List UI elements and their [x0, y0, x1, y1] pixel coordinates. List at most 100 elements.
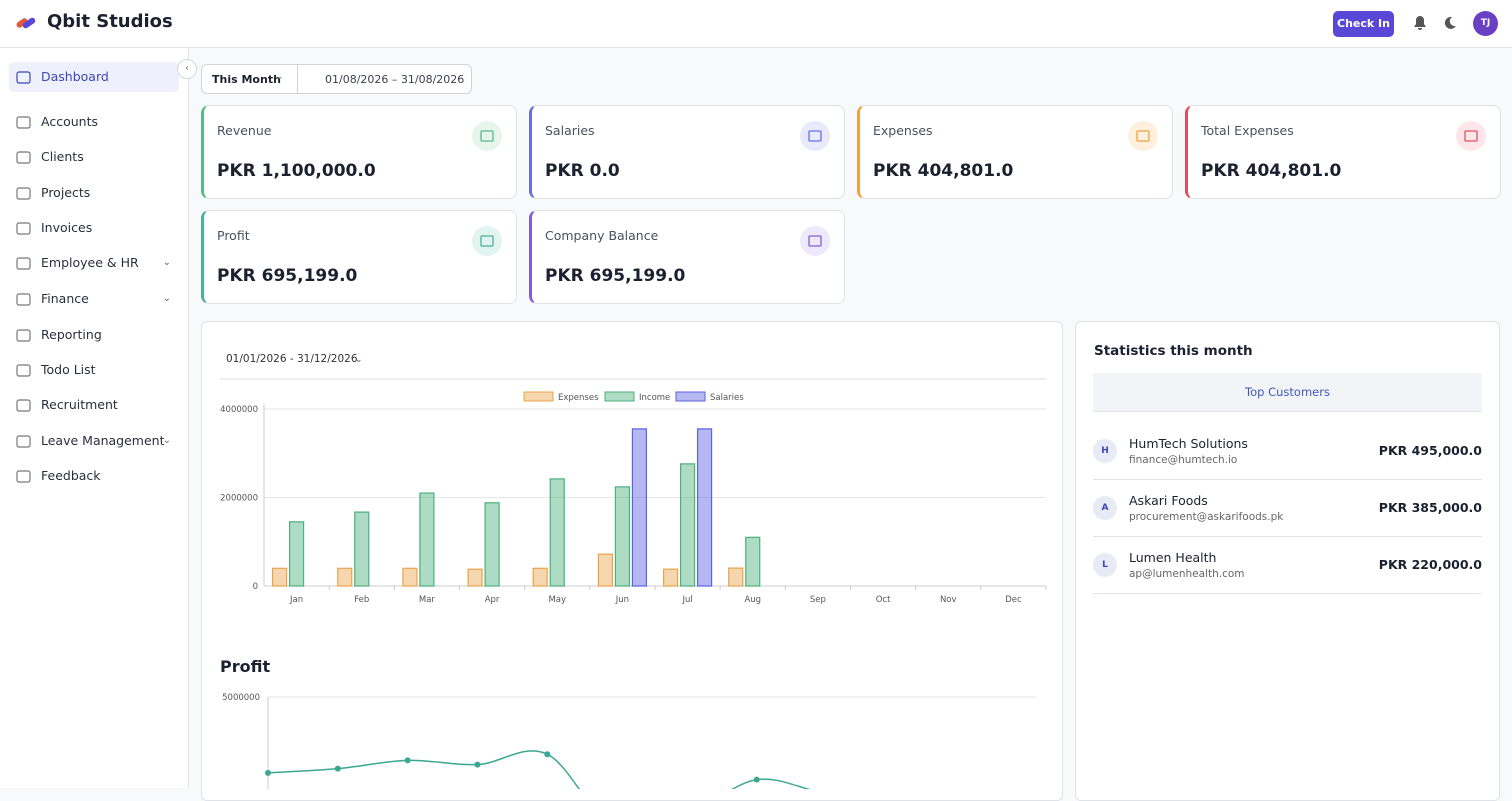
bar	[271, 567, 288, 587]
statistics-title: Statistics this month	[1094, 343, 1253, 359]
legend-swatch	[523, 391, 554, 402]
icon-glyph	[480, 235, 494, 247]
avatar[interactable]: TJ	[1473, 11, 1498, 36]
bar	[549, 478, 565, 587]
customer-email: ap@lumenhealth.com	[1129, 568, 1245, 580]
customer-initial: A	[1093, 496, 1117, 520]
card-value: PKR 695,199.0	[217, 266, 358, 286]
sidebar: Dashboard Accounts Clients Projects Invoices…	[0, 48, 189, 788]
nav-icon	[16, 364, 31, 377]
card-value: PKR 404,801.0	[1201, 161, 1342, 181]
nav-icon	[16, 116, 31, 129]
nav-item[interactable]: Projects	[9, 178, 179, 208]
logo	[16, 17, 36, 29]
card-icon	[800, 121, 830, 151]
stat-card: Total Expenses PKR 404,801.0	[1185, 105, 1501, 199]
x-tick-label: Jun	[615, 595, 629, 605]
stat-card: Revenue PKR 1,100,000.0	[201, 105, 517, 199]
nav-item[interactable]: Dashboard	[9, 62, 179, 92]
icon-glyph	[1464, 130, 1478, 142]
x-tick-label: Mar	[419, 595, 436, 605]
profit-point	[753, 776, 760, 783]
chevron: ⌄	[162, 293, 171, 304]
theme-toggle[interactable]	[1443, 16, 1457, 30]
bar	[631, 428, 648, 587]
period-select[interactable]: This Month	[212, 73, 281, 86]
nav-label: Reporting	[41, 327, 102, 342]
nav-label: Clients	[41, 149, 84, 164]
nav-item[interactable]: Reporting	[9, 320, 179, 350]
y-tick-label: 0	[253, 582, 258, 592]
nav-item[interactable]: Accounts	[9, 107, 179, 137]
nav-icon	[16, 399, 31, 412]
nav-item[interactable]: Invoices	[9, 213, 179, 243]
card-icon	[472, 226, 502, 256]
card-value: PKR 0.0	[545, 161, 620, 181]
card-label: Company Balance	[545, 228, 659, 243]
card-icon	[472, 121, 502, 151]
collapse-button[interactable]: ‹	[177, 59, 197, 79]
customer-row: A Askari Foods procurement@askarifoods.pk P…	[1093, 480, 1482, 537]
notifications[interactable]	[1413, 15, 1427, 31]
y-tick-label: 5000000	[222, 693, 260, 703]
profit-line	[267, 750, 1036, 801]
bar	[467, 568, 483, 587]
nav-label: Accounts	[41, 114, 98, 129]
tab[interactable]: Top Customers	[1093, 373, 1482, 412]
bar	[337, 567, 353, 587]
nav-icon	[16, 470, 31, 483]
card-value: PKR 1,100,000.0	[217, 161, 376, 181]
nav-item[interactable]: Finance ⌄	[9, 284, 179, 314]
y-tick-label: 2000000	[220, 494, 258, 504]
date-range[interactable]: 01/08/2026 – 31/08/2026	[325, 73, 465, 86]
chevron: ⌄	[162, 257, 171, 268]
legend-label: Expenses	[558, 393, 599, 403]
statistics-panel: Statistics this month Top Customers	[1075, 321, 1500, 801]
icon-glyph	[808, 130, 822, 142]
card-icon	[800, 226, 830, 256]
nav-item[interactable]: Todo List	[9, 355, 179, 385]
check-in-button[interactable]: Check In	[1333, 11, 1394, 37]
card-value: PKR 695,199.0	[545, 266, 686, 286]
bar	[419, 492, 435, 587]
customer-row: H HumTech Solutions finance@humtech.io PKR …	[1093, 423, 1482, 480]
customer-email: finance@humtech.io	[1129, 454, 1238, 466]
x-tick-label: Feb	[354, 595, 369, 605]
bar	[745, 536, 761, 587]
bar	[484, 502, 500, 587]
bar	[679, 463, 696, 587]
x-tick-label: Jan	[289, 595, 303, 605]
bar	[532, 567, 548, 587]
nav-label: Feedback	[41, 468, 101, 483]
nav-item[interactable]: Clients	[9, 142, 179, 172]
nav-label: Finance	[41, 291, 89, 306]
customer-amount: PKR 385,000.0	[1378, 500, 1482, 515]
bar	[662, 568, 679, 587]
nav-item[interactable]: Leave Management ⌄	[9, 426, 179, 456]
card-label: Profit	[217, 228, 250, 243]
x-tick-label: Aug	[744, 595, 761, 605]
nav-item[interactable]: Recruitment	[9, 390, 179, 420]
x-tick-label: Oct	[876, 595, 891, 605]
bar	[402, 567, 418, 587]
nav-label: Recruitment	[41, 397, 118, 412]
customer-amount: PKR 220,000.0	[1378, 557, 1482, 572]
chart-panel: 01/01/2026 - 31/12/2026 ⌄ 0 2000000 4000000 E…	[201, 321, 1063, 801]
bar	[288, 521, 305, 587]
nav-item[interactable]: Employee & HR ⌄	[9, 248, 179, 278]
chart-title: Profit	[220, 657, 270, 676]
nav-item[interactable]: Feedback	[9, 461, 179, 491]
stat-card: Salaries PKR 0.0	[529, 105, 845, 199]
customer-row: L Lumen Health ap@lumenhealth.com PKR 220,0…	[1093, 537, 1482, 594]
nav-icon	[16, 257, 31, 270]
chart-range[interactable]: 01/01/2026 - 31/12/2026	[226, 353, 358, 365]
profit-point	[474, 761, 481, 768]
customer-initial: L	[1093, 553, 1117, 577]
card-icon	[1456, 121, 1486, 151]
icon-glyph	[1136, 130, 1150, 142]
stat-card: Profit PKR 695,199.0	[201, 210, 517, 304]
card-label: Expenses	[873, 123, 933, 138]
date-filter: This Month ⌄ 01/08/2026 – 31/08/2026	[201, 64, 472, 94]
legend-swatch	[675, 391, 706, 402]
bar	[728, 567, 744, 587]
